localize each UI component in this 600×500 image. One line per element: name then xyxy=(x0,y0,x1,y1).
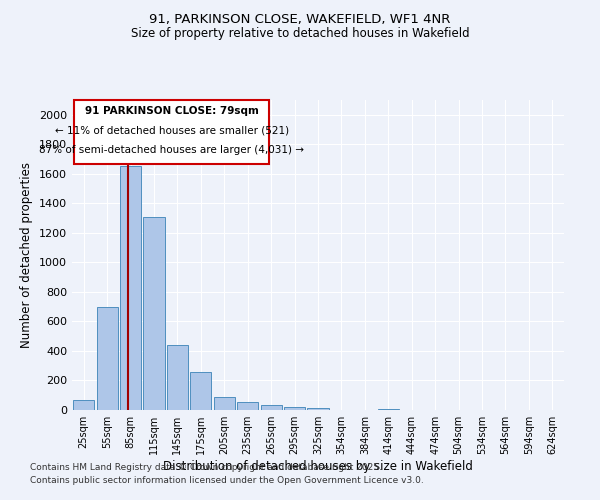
X-axis label: Distribution of detached houses by size in Wakefield: Distribution of detached houses by size … xyxy=(163,460,473,473)
Bar xyxy=(307,408,329,410)
Text: Contains HM Land Registry data © Crown copyright and database right 2025.: Contains HM Land Registry data © Crown c… xyxy=(30,464,382,472)
Y-axis label: Number of detached properties: Number of detached properties xyxy=(20,162,34,348)
Text: 87% of semi-detached houses are larger (4,031) →: 87% of semi-detached houses are larger (… xyxy=(39,145,304,155)
Bar xyxy=(237,402,258,410)
Bar xyxy=(284,407,305,410)
Text: Size of property relative to detached houses in Wakefield: Size of property relative to detached ho… xyxy=(131,28,469,40)
Bar xyxy=(190,372,211,410)
Text: ← 11% of detached houses are smaller (521): ← 11% of detached houses are smaller (52… xyxy=(55,126,289,136)
Text: 91, PARKINSON CLOSE, WAKEFIELD, WF1 4NR: 91, PARKINSON CLOSE, WAKEFIELD, WF1 4NR xyxy=(149,12,451,26)
Bar xyxy=(260,405,281,410)
Bar xyxy=(378,408,399,410)
Bar xyxy=(97,306,118,410)
Text: Contains public sector information licensed under the Open Government Licence v3: Contains public sector information licen… xyxy=(30,476,424,485)
Bar xyxy=(143,216,164,410)
Bar xyxy=(120,166,141,410)
Bar xyxy=(214,396,235,410)
FancyBboxPatch shape xyxy=(74,100,269,164)
Bar xyxy=(73,400,94,410)
Bar xyxy=(167,345,188,410)
Text: 91 PARKINSON CLOSE: 79sqm: 91 PARKINSON CLOSE: 79sqm xyxy=(85,106,259,116)
